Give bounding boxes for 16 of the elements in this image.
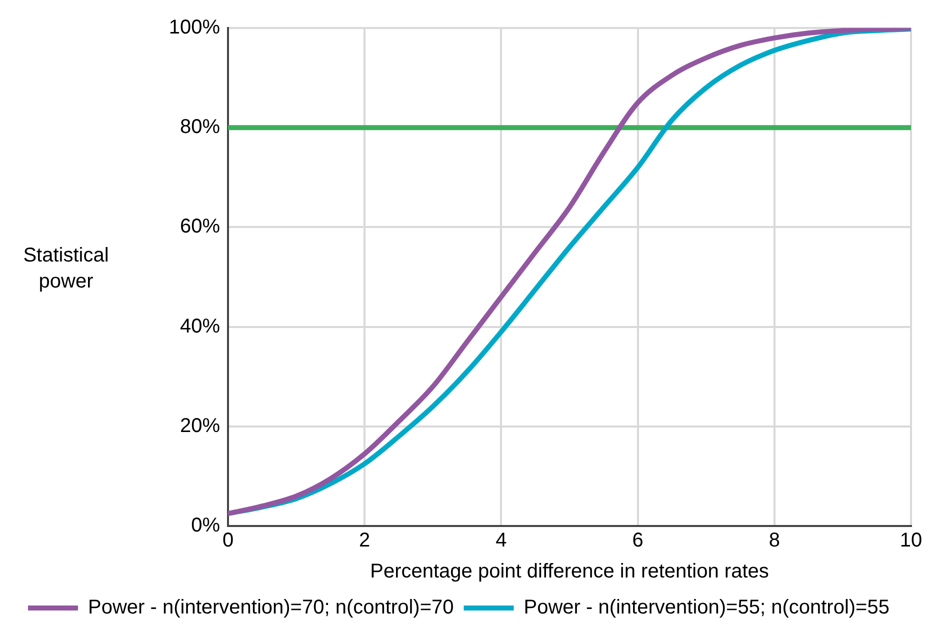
y-tick-label: 100% (168, 16, 220, 39)
x-axis-title: Percentage point difference in retention rates (370, 560, 769, 583)
x-tick-label: 0 (222, 530, 234, 552)
x-tick-label: 10 (900, 530, 922, 552)
y-tick-label: 20% (180, 414, 220, 437)
y-tick-label: 0% (191, 514, 220, 537)
y-tick-label: 40% (180, 315, 220, 338)
x-tick-label: 6 (632, 530, 644, 552)
y-axis-title: Statistical power (23, 244, 109, 293)
x-tick-label: 2 (359, 530, 370, 552)
y-tick-label: 60% (180, 216, 220, 238)
x-tick-label: 8 (768, 530, 780, 552)
x-tick-label: 4 (496, 530, 507, 552)
legend-label: Power - n(intervention)=55; n(control)=55 (524, 596, 890, 619)
legend-label: Power - n(intervention)=70; n(control)=70 (88, 596, 454, 619)
y-tick-label: 80% (180, 116, 220, 138)
